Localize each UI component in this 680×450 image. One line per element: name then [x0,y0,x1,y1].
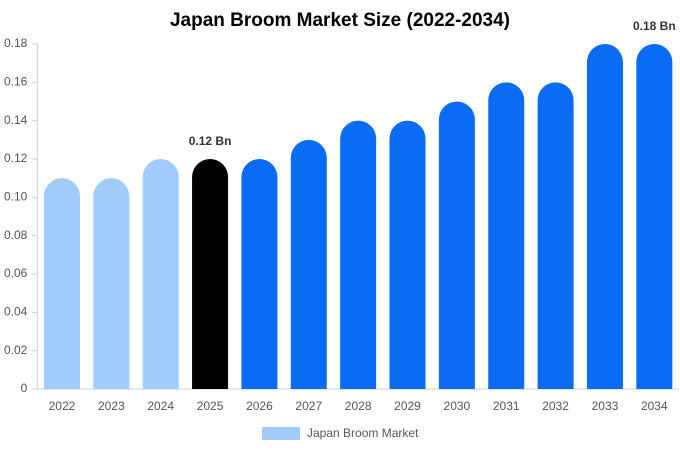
x-tick-label: 2030 [444,399,471,413]
y-tick-label: 0.10 [4,190,28,204]
bar [636,44,673,389]
x-tick-label: 2031 [493,399,520,413]
y-tick-label: 0.18 [4,36,28,50]
x-tick-label: 2028 [345,399,372,413]
legend-label: Japan Broom Market [307,426,419,440]
bar [488,82,525,389]
bar [438,101,475,389]
bar [241,159,278,389]
y-tick-label: 0.14 [4,113,28,127]
x-tick-label: 2032 [542,399,569,413]
y-tick-label: 0.04 [4,305,28,319]
x-tick-label: 2023 [98,399,125,413]
bar [43,178,80,389]
x-tick-label: 2022 [49,399,76,413]
y-tick-label: 0.16 [4,75,28,89]
bar [537,82,574,389]
bar [142,159,179,389]
y-tick-label: 0.12 [4,151,28,165]
y-tick-label: 0.06 [4,266,28,280]
bar [290,139,327,389]
bar [586,44,623,389]
bar [340,120,377,389]
x-tick-label: 2024 [147,399,174,413]
y-tick-label: 0.08 [4,228,28,242]
y-tick-label: 0.02 [4,343,28,357]
bar [192,159,229,389]
x-tick-label: 2025 [197,399,224,413]
x-tick-label: 2033 [592,399,619,413]
bar [93,178,130,389]
x-tick-label: 2029 [394,399,421,413]
value-label: 0.12 Bn [189,134,232,148]
x-tick-label: 2026 [246,399,273,413]
x-tick-label: 2034 [641,399,668,413]
legend-swatch [262,427,300,440]
value-label: 0.18 Bn [633,19,676,33]
bar [389,120,426,389]
chart-title: Japan Broom Market Size (2022-2034) [170,10,510,31]
x-tick-label: 2027 [295,399,322,413]
y-tick-label: 0 [21,381,28,395]
